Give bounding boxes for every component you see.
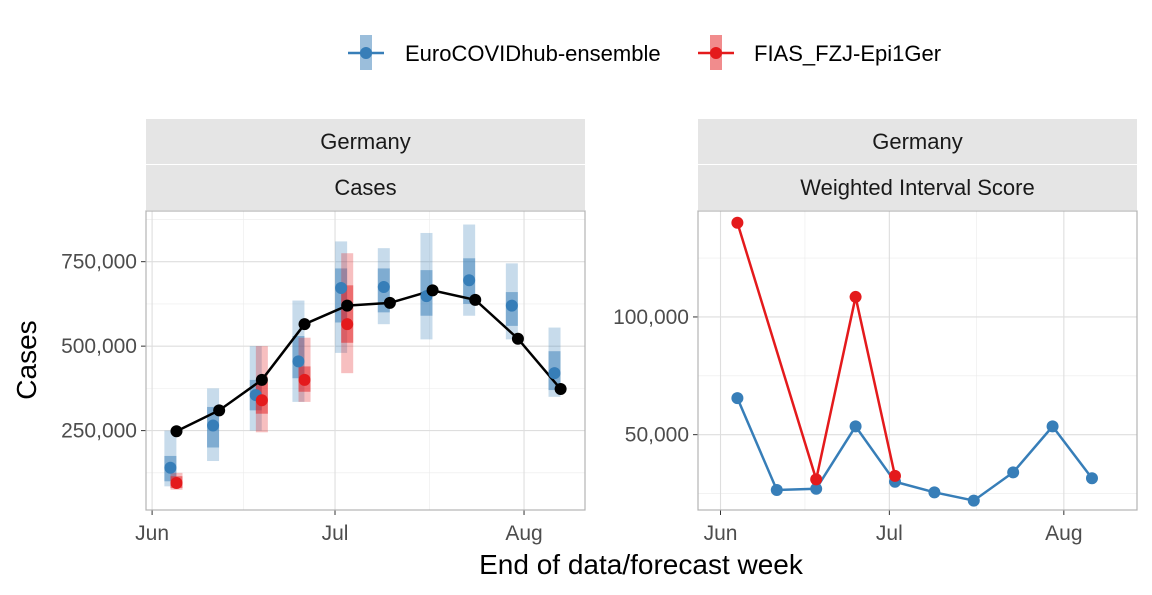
panel-cases: 250,000 500,000 750,000 Jun Jul Aug (61, 210, 586, 545)
series-point-fias (810, 473, 823, 486)
median-point-ensemble (335, 282, 348, 295)
y-tick-label: 250,000 (61, 420, 137, 443)
series-line-ensemble (736, 397, 1093, 502)
x-tick-label: Jun (704, 522, 738, 545)
observed-point (383, 296, 396, 309)
series-point-fias (888, 469, 901, 482)
observed-point (511, 332, 524, 345)
panel-wis: 50,000 100,000 Jun Jul Aug (613, 210, 1138, 545)
x-tick-label: Aug (1045, 522, 1082, 545)
series-point-ensemble (1046, 420, 1059, 433)
median-point-ensemble (164, 461, 177, 474)
legend-item-ensemble: EuroCOVIDhub-ensemble (348, 35, 661, 70)
median-point-fias (255, 394, 268, 407)
series-point-ensemble (770, 483, 783, 496)
y-tick-label: 100,000 (613, 306, 689, 329)
median-point-ensemble (548, 367, 561, 380)
strip-target-label: Cases (334, 175, 396, 200)
observed-point (341, 299, 354, 312)
observed-point (213, 404, 226, 417)
observed-point (170, 425, 183, 438)
x-tick-label: Jun (135, 522, 169, 545)
series-point-fias (731, 216, 744, 229)
series-point-ensemble (1085, 472, 1098, 485)
legend-key-ensemble-point (360, 47, 372, 59)
panel-wis-strips: Germany Weighted Interval Score (698, 119, 1137, 210)
series-point-ensemble (928, 486, 941, 499)
y-tick-label: 50,000 (625, 424, 689, 447)
legend-label-ensemble: EuroCOVIDhub-ensemble (405, 41, 661, 66)
strip-target-bg (146, 165, 585, 210)
x-tick-label: Jul (876, 522, 903, 545)
median-point-fias (341, 318, 354, 331)
observed-point (469, 293, 482, 306)
series-point-fias (849, 290, 862, 303)
median-point-ensemble (292, 355, 305, 368)
panel-border (697, 210, 1138, 511)
observed-point (426, 284, 439, 297)
plot-background (146, 211, 585, 510)
y-tick-label: 750,000 (61, 251, 137, 274)
observed-point (255, 373, 268, 386)
median-point-ensemble (505, 299, 518, 312)
median-point-ensemble (377, 281, 390, 294)
strip-location-bg (698, 119, 1137, 164)
observed-point (298, 318, 311, 331)
strip-location-bg (146, 119, 585, 164)
x-axis-title: End of data/forecast week (479, 549, 804, 580)
median-point-ensemble (463, 274, 476, 287)
series-point-ensemble (731, 392, 744, 405)
y-axis-title: Cases (11, 320, 42, 399)
legend-label-fias: FIAS_FZJ-Epi1Ger (754, 41, 941, 66)
median-point-fias (170, 476, 183, 489)
legend-item-fias: FIAS_FZJ-Epi1Ger (698, 35, 941, 70)
series-point-ensemble (967, 494, 980, 507)
x-tick-label: Jul (322, 522, 349, 545)
strip-target-bg (698, 165, 1137, 210)
series-point-ensemble (849, 420, 862, 433)
observed-line (175, 289, 562, 433)
median-point-fias (298, 373, 311, 386)
series-point-ensemble (1007, 466, 1020, 479)
panel-cases-strips: Germany Cases (146, 119, 585, 210)
series-line-fias (736, 222, 897, 485)
panel-border (145, 210, 586, 511)
strip-location-label: Germany (320, 129, 410, 154)
legend: EuroCOVIDhub-ensemble FIAS_FZJ-Epi1Ger (348, 35, 941, 70)
interval-inner-fias (341, 285, 354, 343)
plot-background (698, 211, 1137, 510)
x-tick-label: Aug (505, 522, 542, 545)
median-point-ensemble (207, 419, 220, 432)
observed-point (554, 383, 567, 396)
strip-location-label: Germany (872, 129, 962, 154)
legend-key-fias-point (710, 47, 722, 59)
strip-target-label: Weighted Interval Score (800, 175, 1034, 200)
series-point-ensemble (810, 482, 823, 495)
y-tick-label: 500,000 (61, 335, 137, 358)
